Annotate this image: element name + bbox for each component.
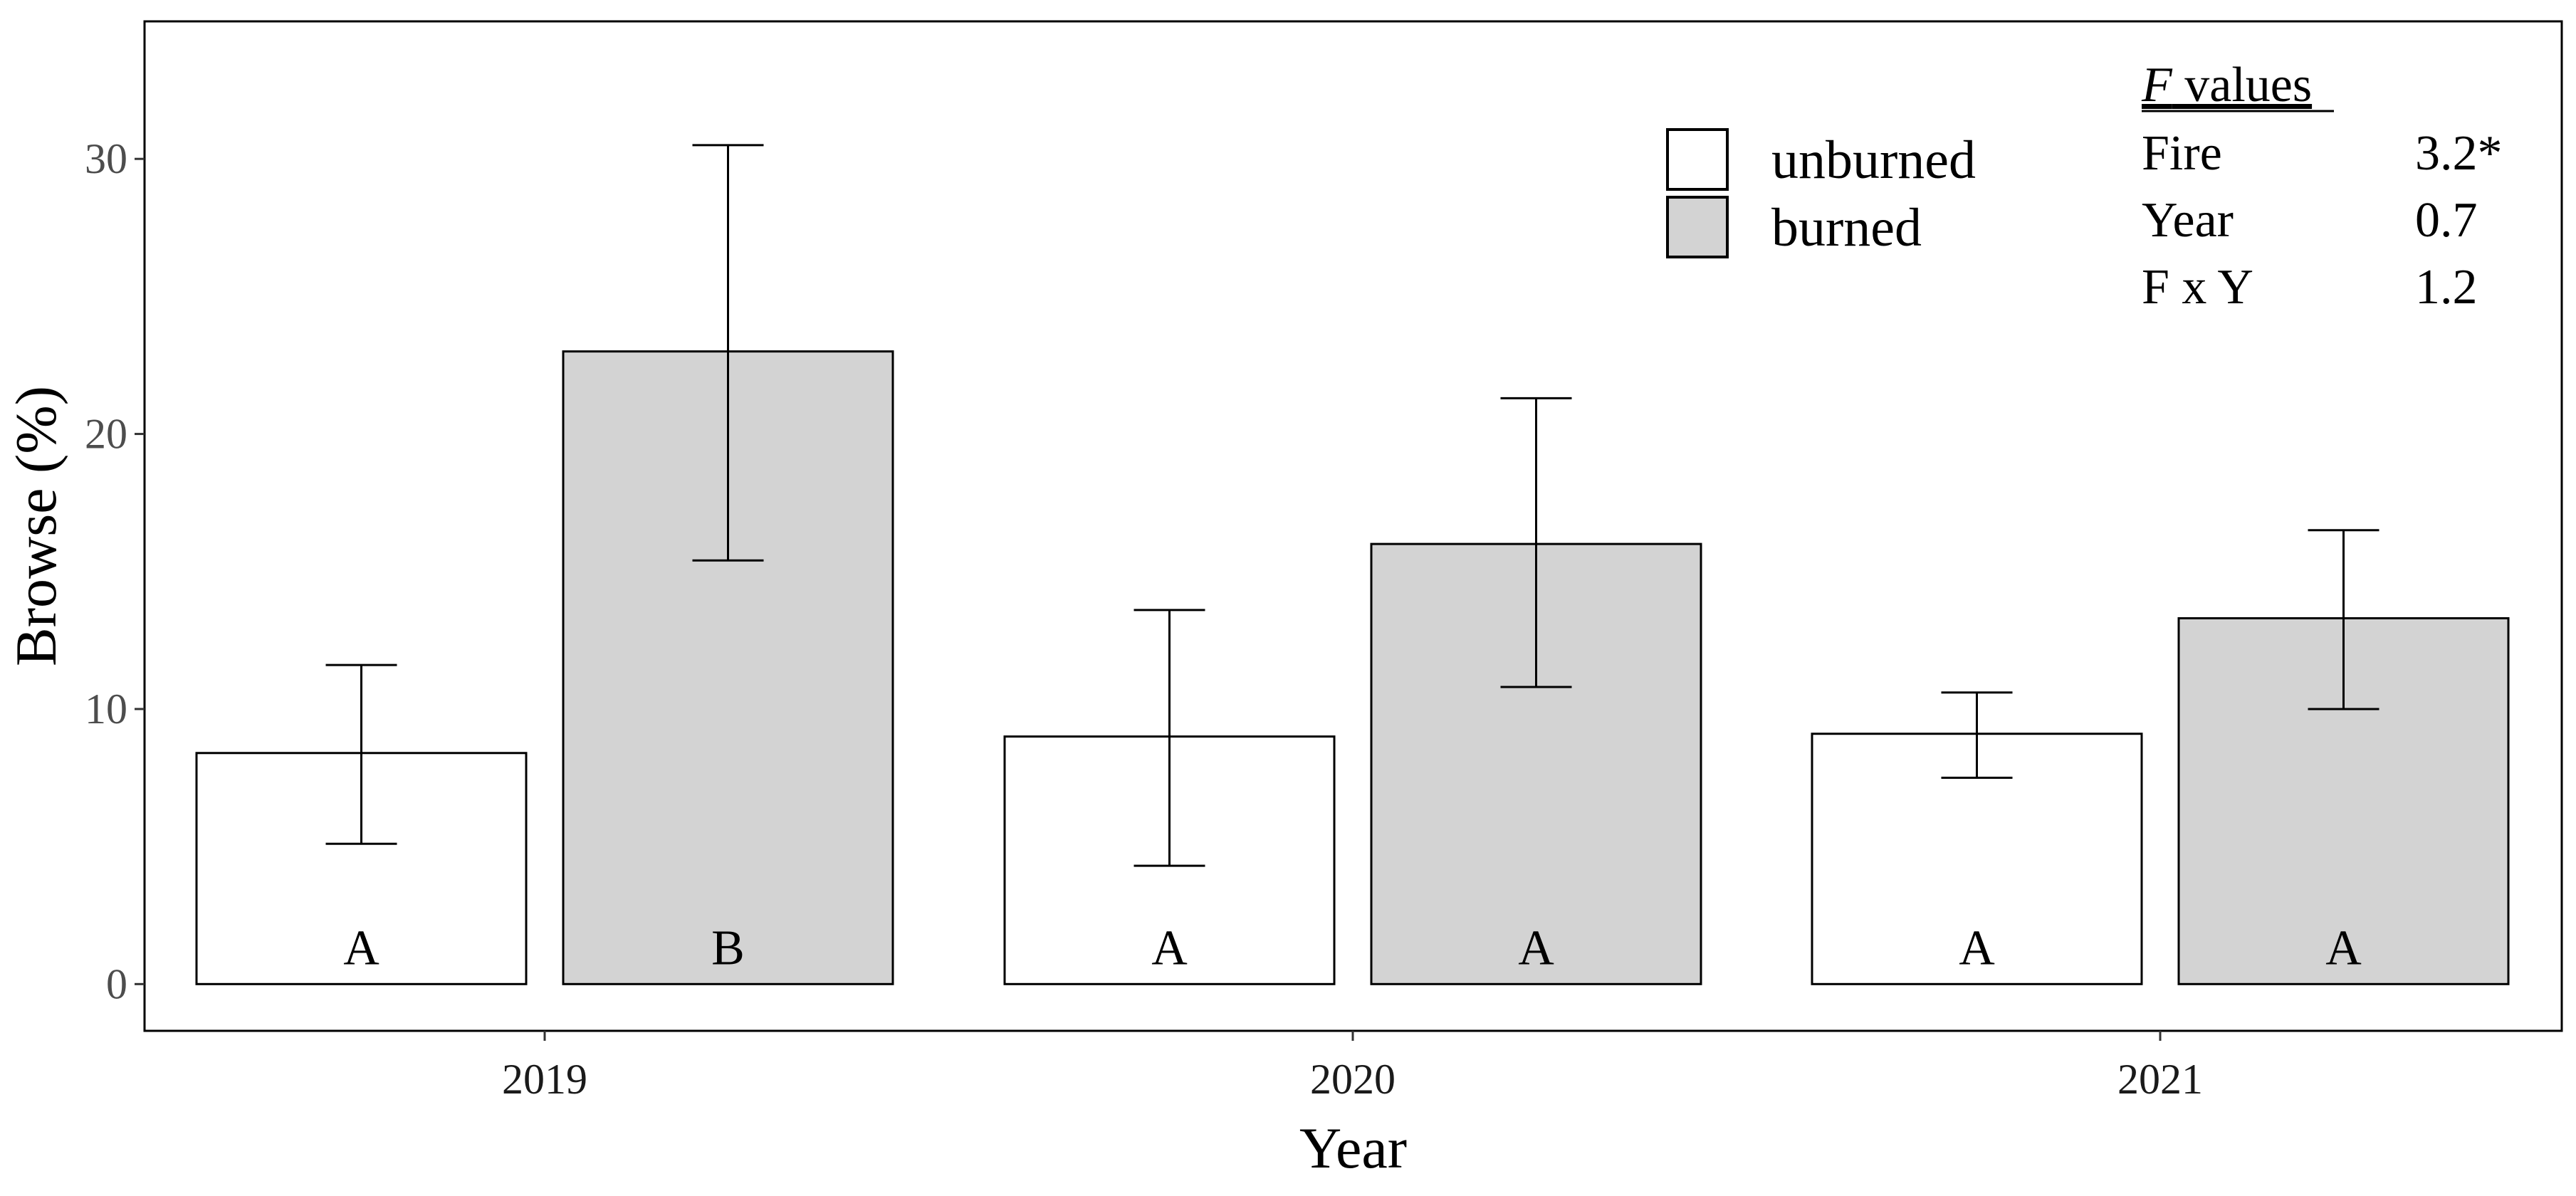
x-axis-title: Year — [1299, 1116, 1407, 1180]
significance-letter: A — [2325, 920, 2362, 975]
annotation-value: 1.2 — [2415, 260, 2478, 315]
legend-key-unburned — [1666, 128, 1729, 191]
y-tick-label: 20 — [85, 411, 127, 458]
significance-letter: A — [1518, 920, 1554, 975]
significance-letter: A — [1959, 920, 1995, 975]
annotation-term: Fire — [2142, 126, 2222, 181]
annotation-term: F x Y — [2142, 260, 2253, 315]
y-axis-title: Browse (%) — [4, 386, 68, 666]
annotation-value: 0.7 — [2415, 193, 2478, 248]
annotation-term: Year — [2142, 193, 2234, 248]
y-tick-label: 10 — [85, 686, 127, 733]
legend-key-burned — [1666, 196, 1729, 258]
legend-label: unburned — [1771, 130, 1976, 190]
y-tick-label: 30 — [85, 135, 127, 182]
significance-letter: A — [1151, 920, 1188, 975]
annotation-heading-text: values — [2172, 58, 2312, 112]
annotation-heading-italic: F — [2141, 58, 2173, 112]
annotation-value: 3.2* — [2415, 126, 2503, 181]
x-tick-label: 2019 — [502, 1056, 587, 1103]
x-tick-label: 2021 — [2117, 1056, 2203, 1103]
x-tick-label: 2020 — [1310, 1056, 1396, 1103]
annotation-heading: F values — [2141, 58, 2312, 112]
significance-letter: B — [711, 920, 745, 975]
significance-letter: A — [343, 920, 379, 975]
legend-label: burned — [1771, 198, 1922, 258]
y-tick-label: 0 — [106, 960, 127, 1007]
